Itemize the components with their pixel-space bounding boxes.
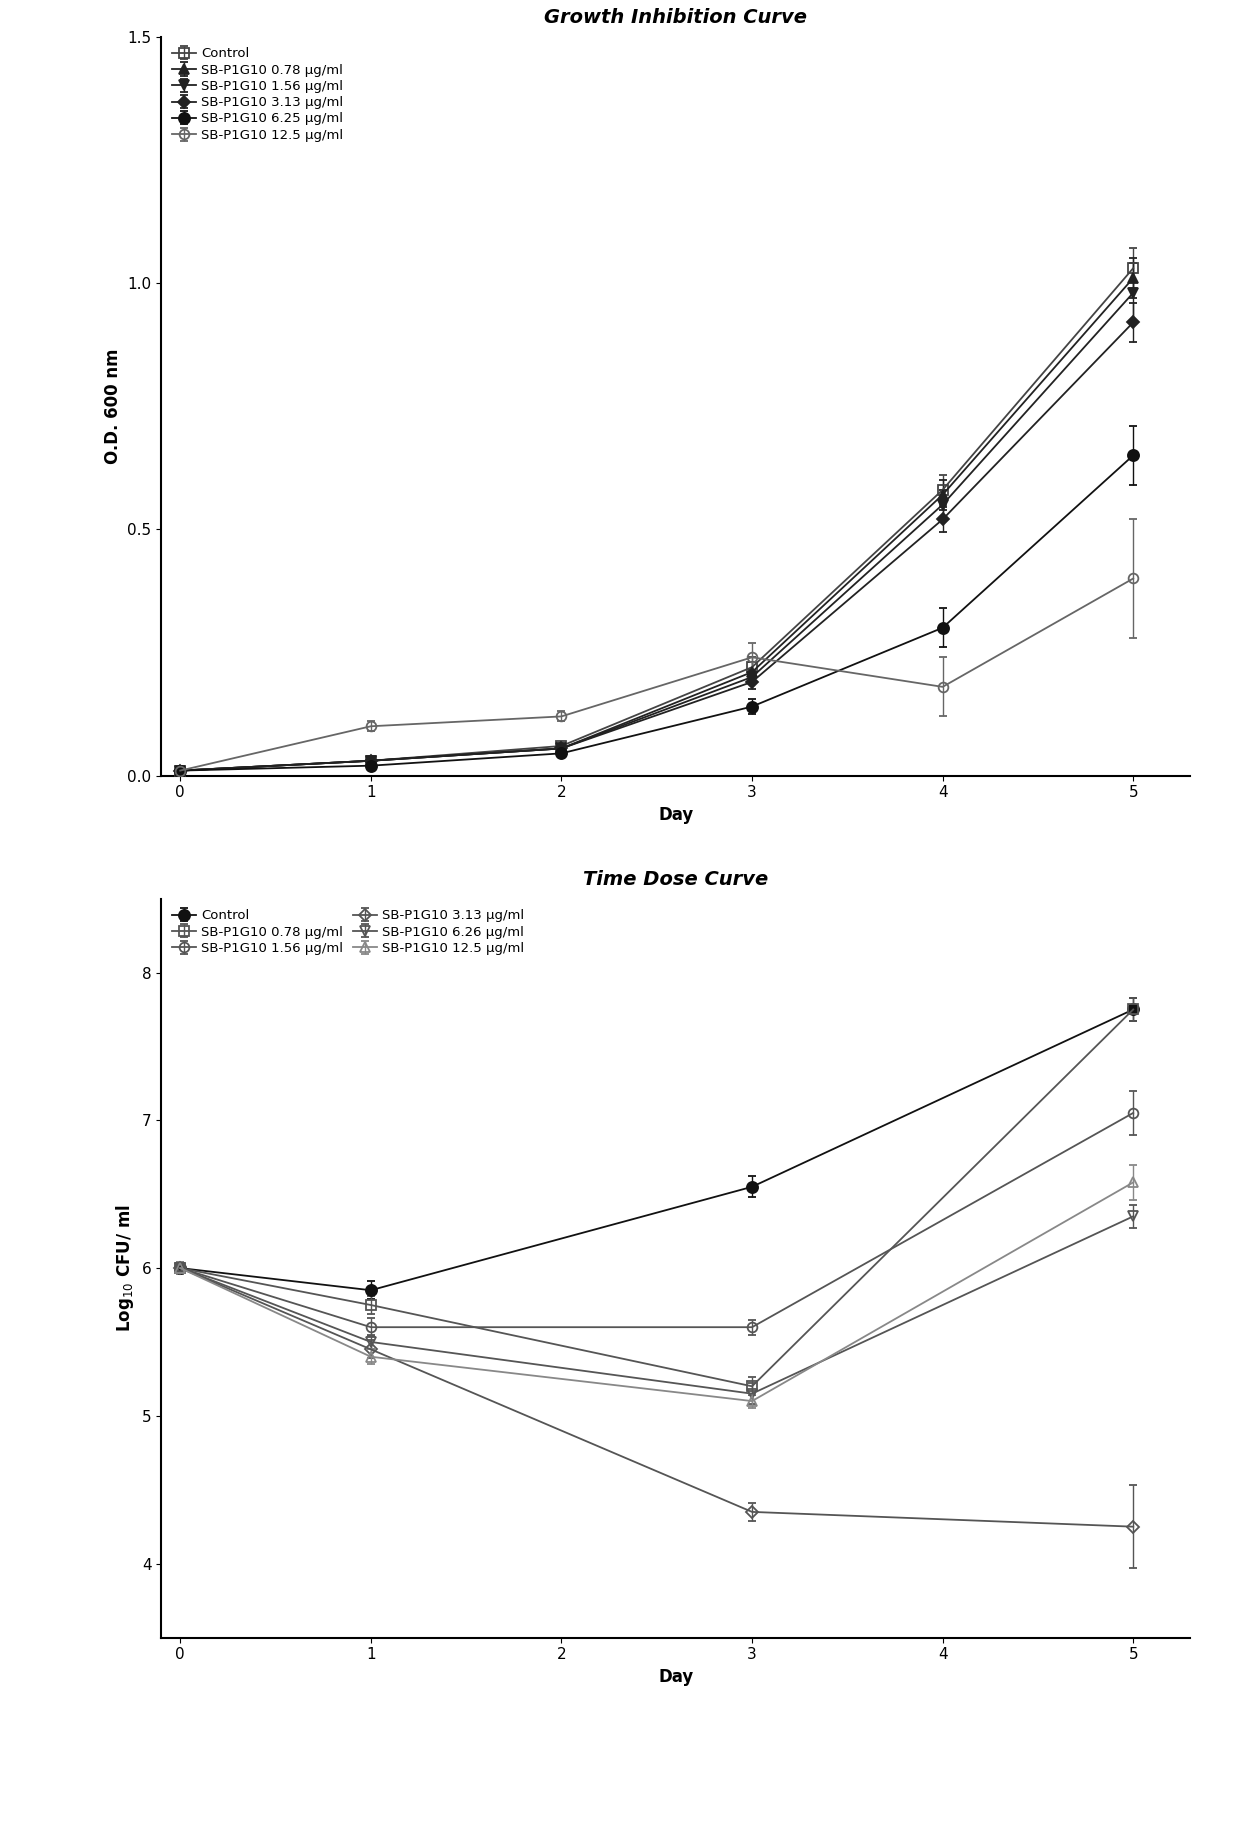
Y-axis label: Log$_{10}$ CFU/ ml: Log$_{10}$ CFU/ ml — [114, 1205, 136, 1331]
Title: Time Dose Curve: Time Dose Curve — [583, 869, 769, 889]
Text: Figure 2C: Figure 2C — [608, 1687, 744, 1711]
Text: Figure 2B: Figure 2B — [608, 825, 744, 849]
Legend: Control, SB-P1G10 0.78 μg/ml, SB-P1G10 1.56 μg/ml, SB-P1G10 3.13 μg/ml, SB-P1G10: Control, SB-P1G10 0.78 μg/ml, SB-P1G10 1… — [167, 44, 347, 145]
Y-axis label: O.D. 600 nm: O.D. 600 nm — [104, 348, 122, 464]
Title: Growth Inhibition Curve: Growth Inhibition Curve — [544, 7, 807, 28]
X-axis label: Day: Day — [658, 805, 693, 823]
X-axis label: Day: Day — [658, 1667, 693, 1685]
Legend: Control, SB-P1G10 0.78 μg/ml, SB-P1G10 1.56 μg/ml, SB-P1G10 3.13 μg/ml, SB-P1G10: Control, SB-P1G10 0.78 μg/ml, SB-P1G10 1… — [167, 906, 528, 959]
